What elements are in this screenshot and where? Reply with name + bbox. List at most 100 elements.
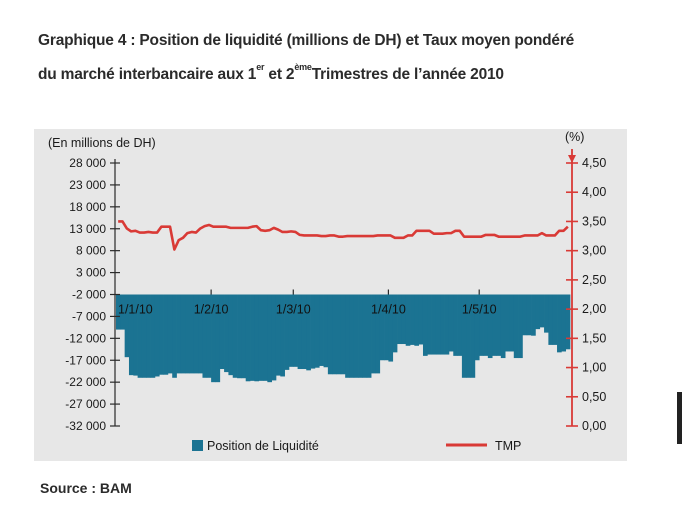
liquidity-bar: [384, 294, 389, 361]
title-part-1: du marché interbancaire aux 1: [38, 66, 257, 83]
liquidity-bar: [271, 294, 277, 381]
date-label: 1/4/10: [371, 303, 406, 317]
liquidity-bar: [319, 294, 324, 366]
date-label: 1/1/10: [118, 303, 153, 317]
right-tick-label: 2,50: [582, 273, 606, 287]
liquidity-bar: [371, 294, 376, 374]
left-tick-label: -2 000: [72, 288, 106, 302]
date-label: 1/3/10: [276, 303, 311, 317]
liquidity-bar: [150, 294, 156, 378]
right-tick-label: 1,50: [582, 331, 606, 345]
liquidity-bar: [275, 294, 281, 376]
title-superscript-1: er: [256, 62, 265, 72]
date-label: 1/2/10: [194, 303, 229, 317]
liquidity-bar: [137, 294, 143, 378]
liquidity-bar: [483, 294, 489, 356]
liquidity-bar: [280, 294, 285, 377]
liquidity-bar: [241, 294, 247, 379]
liquidity-bar: [379, 294, 385, 361]
liquidity-bar: [206, 294, 212, 378]
liquidity-bar: [552, 294, 558, 345]
liquidity-bar: [288, 294, 294, 367]
liquidity-bar: [427, 294, 432, 355]
liquidity-bar: [336, 294, 342, 375]
liquidity-bar: [474, 294, 480, 361]
liquidity-bar: [185, 294, 190, 374]
liquidity-bar: [410, 294, 415, 345]
liquidity-bar: [492, 294, 497, 356]
date-label: 1/5/10: [462, 303, 497, 317]
liquidity-bar: [461, 294, 467, 378]
liquidity-bar: [557, 294, 562, 353]
liquidity-bar: [535, 294, 541, 330]
liquidity-bar: [267, 294, 272, 383]
right-tick-label: 1,00: [582, 361, 606, 375]
liquidity-bar: [457, 294, 463, 356]
right-tick-label: 3,50: [582, 214, 606, 228]
legend: Position de Liquidité TMP: [192, 439, 521, 453]
left-tick-label: -12 000: [65, 331, 106, 345]
left-tick-label: -27 000: [65, 397, 106, 411]
liquidity-bar: [228, 294, 234, 376]
right-tick-label: 4,50: [582, 156, 606, 170]
edge-mark: [677, 392, 682, 444]
liquidity-bar: [116, 294, 121, 330]
liquidity-bar: [505, 294, 510, 352]
chart-svg: (En millions de DH) (%) 28 000 23 000 18 0…: [48, 130, 606, 453]
liquidity-bar: [405, 294, 411, 346]
left-tick-label: -22 000: [65, 375, 106, 389]
liquidity-bar: [565, 294, 571, 350]
liquidity-bar: [327, 294, 333, 375]
left-tick-label: 28 000: [69, 156, 106, 170]
legend-swatch-liquidity: [192, 440, 203, 451]
liquidity-bar: [500, 294, 506, 359]
liquidity-bar: [479, 294, 484, 356]
liquidity-bar: [522, 294, 528, 336]
liquidity-bar: [544, 294, 549, 333]
liquidity-bar: [435, 294, 441, 355]
liquidity-bar: [310, 294, 316, 369]
liquidity-bar: [453, 294, 458, 356]
liquidity-bar: [263, 294, 268, 381]
right-tick-label: 0,00: [582, 419, 606, 433]
tmp-line: [118, 220, 569, 251]
bar-series: [116, 294, 571, 383]
liquidity-bar: [358, 294, 363, 378]
liquidity-bar: [323, 294, 329, 368]
liquidity-bar: [345, 294, 350, 378]
liquidity-bar: [349, 294, 355, 378]
liquidity-bar: [301, 294, 307, 370]
liquidity-bar: [250, 294, 255, 381]
liquidity-bar: [284, 294, 290, 370]
liquidity-bar: [531, 294, 536, 336]
right-tick-label: 3,00: [582, 244, 606, 258]
left-tick-label: -7 000: [72, 309, 106, 323]
liquidity-bar: [297, 294, 303, 370]
liquidity-bar: [224, 294, 229, 373]
liquidity-bar: [470, 294, 476, 378]
liquidity-bar: [392, 294, 398, 353]
liquidity-bar: [237, 294, 242, 379]
liquidity-bar: [198, 294, 203, 374]
liquidity-bar: [353, 294, 359, 378]
liquidity-bar: [422, 294, 428, 356]
right-axis-label: (%): [565, 130, 584, 144]
liquidity-bar: [163, 294, 169, 375]
left-tick-label: 13 000: [69, 222, 106, 236]
liquidity-bar: [314, 294, 320, 368]
liquidity-bar: [418, 294, 424, 345]
title-superscript-2: ème: [294, 62, 312, 72]
right-tick-label: 0,50: [582, 390, 606, 404]
liquidity-bar: [133, 294, 138, 376]
right-tick-label: 2,00: [582, 302, 606, 316]
title-part-3: Trimestres de l’année 2010: [311, 66, 504, 83]
liquidity-bar: [332, 294, 337, 375]
liquidity-bar: [167, 294, 173, 374]
liquidity-bar: [509, 294, 515, 352]
liquidity-bar: [388, 294, 394, 362]
left-tick-label: 3 000: [76, 266, 106, 280]
liquidity-bar: [414, 294, 420, 346]
liquidity-bar: [539, 294, 545, 328]
liquidity-bar: [548, 294, 554, 345]
left-tick-label: 8 000: [76, 244, 106, 258]
